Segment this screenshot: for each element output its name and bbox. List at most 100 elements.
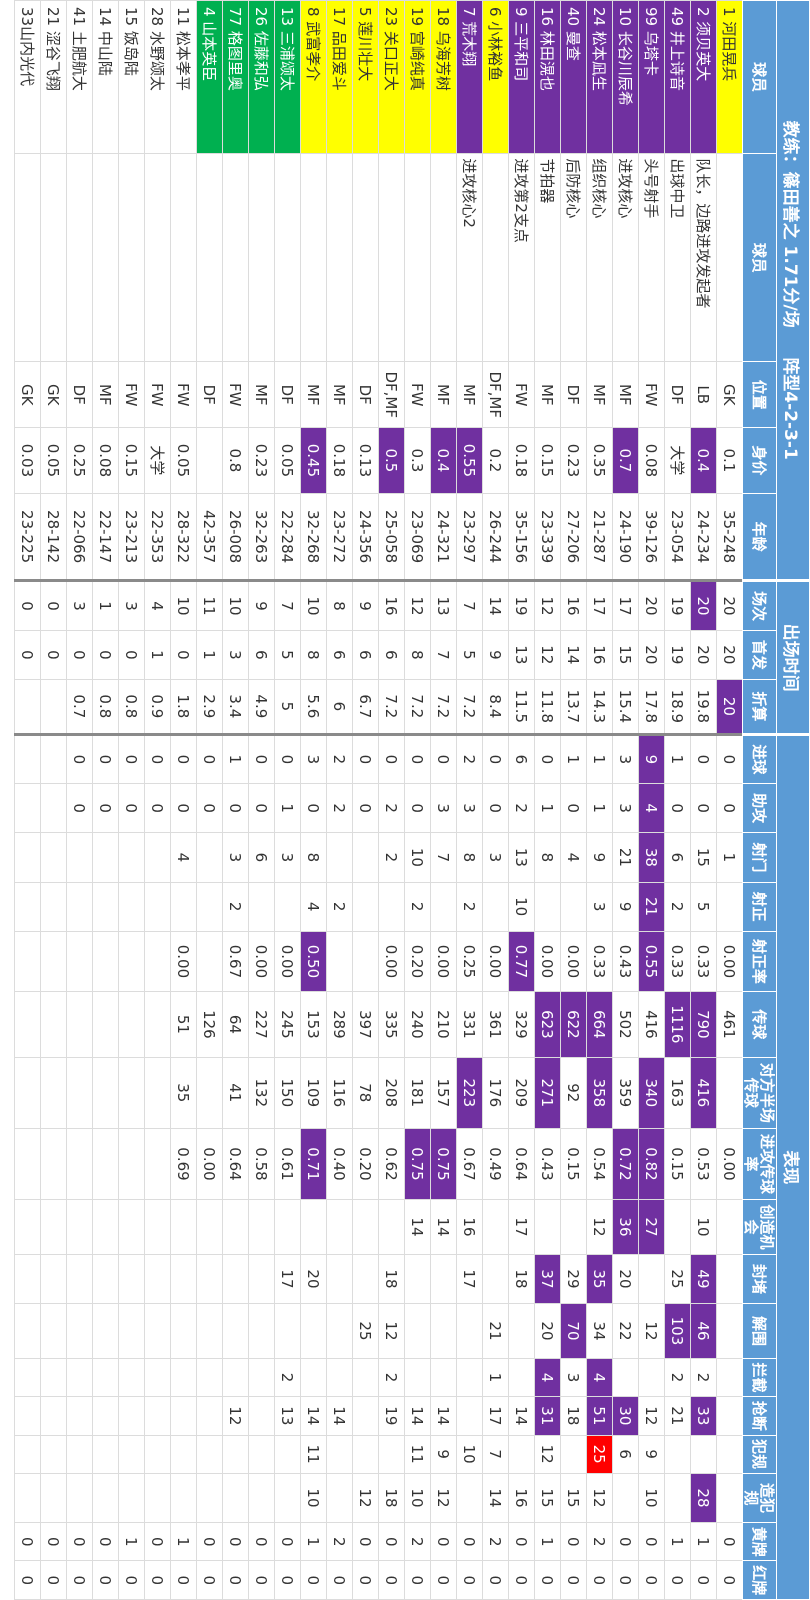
column-header: 年龄 [742, 493, 777, 581]
stat-cell: 10 [404, 1473, 431, 1523]
stat-cell: 0 [534, 1560, 561, 1600]
stat-cell: 16 [456, 1199, 483, 1255]
stat-cell [326, 1254, 353, 1304]
player-role-cell [222, 153, 249, 362]
stat-cell: 16 [586, 630, 613, 680]
player-row: 15 饭岛陆 FW 0.15 23-213 3 0 0.8 0 0 1 0 [118, 0, 145, 1600]
column-header: 位置 [742, 361, 777, 428]
stat-cell: 2 [664, 882, 691, 932]
stat-cell: 0.15 [534, 427, 561, 494]
stat-cell: 240 [404, 991, 431, 1058]
stat-cell: 21 [612, 832, 639, 883]
stat-cell: 0 [716, 783, 743, 833]
stat-cell [248, 1435, 275, 1474]
stat-cell [274, 1473, 301, 1523]
player-role-cell [716, 153, 743, 362]
stat-cell [14, 1199, 41, 1255]
stat-cell: 0 [144, 734, 171, 784]
stat-cell: 7 [456, 580, 483, 631]
stat-cell [118, 832, 145, 883]
stat-cell [248, 1396, 275, 1435]
stat-cell: 18 [508, 1254, 535, 1304]
stat-cell: 20 [690, 580, 717, 631]
stat-cell: 23-054 [664, 493, 691, 581]
stat-cell: 3 [222, 630, 249, 680]
stat-cell: 3 [118, 580, 145, 631]
stat-cell: 46 [690, 1303, 717, 1359]
stat-cell [92, 931, 119, 992]
stat-cell: 209 [508, 1057, 535, 1129]
stat-cell: 12 [534, 630, 561, 680]
stat-cell [92, 1303, 119, 1359]
stat-cell: 0.5 [378, 427, 405, 494]
player-role-cell [196, 153, 223, 362]
stat-cell: 0.00 [716, 1128, 743, 1200]
stat-cell [144, 1128, 171, 1200]
player-row: 40 曼查 后防核心 DF 0.23 27-206 16 14 13.7 1 0 4 0.00 622 9… [560, 0, 587, 1600]
stat-cell: 2 [586, 1522, 613, 1561]
stat-cell: 9 [482, 630, 509, 680]
stat-cell [508, 1358, 535, 1397]
player-row: 5 莲川壮大 DF 0.13 24-356 9 6 6.7 0 0 397 78 0.20 25 12 0 0 [352, 0, 379, 1600]
stat-cell [196, 1199, 223, 1255]
stat-cell: 0 [222, 1560, 249, 1600]
stat-cell: 0 [66, 1522, 93, 1561]
player-name-cell: 40 曼查 [560, 0, 587, 154]
stat-cell: 0.00 [196, 1128, 223, 1200]
stat-cell: 103 [664, 1303, 691, 1359]
stat-cell [40, 1303, 67, 1359]
stat-cell [170, 1303, 197, 1359]
stat-cell: 24-234 [690, 493, 717, 581]
stat-cell [144, 1358, 171, 1397]
stat-cell: 17 [274, 1254, 301, 1304]
stat-cell [456, 1396, 483, 1435]
stat-cell [14, 931, 41, 992]
stat-cell [14, 1358, 41, 1397]
stat-cell: 22-284 [274, 493, 301, 581]
stat-cell: 1 [144, 630, 171, 680]
player-name-cell: 33山内光代 [14, 0, 41, 154]
stat-cell [118, 1396, 145, 1435]
stat-cell: 0.00 [482, 931, 509, 992]
stat-cell: 17 [586, 580, 613, 631]
stat-cell: DF,MF [482, 361, 509, 428]
stat-cell: 0 [144, 1522, 171, 1561]
stat-cell: 35 [586, 1254, 613, 1304]
stat-cell [14, 1254, 41, 1304]
stat-cell: 12 [586, 1199, 613, 1255]
stat-cell [170, 1358, 197, 1397]
stat-cell: 0 [430, 1560, 457, 1600]
stat-cell: 11.8 [534, 679, 561, 735]
stat-cell: 109 [300, 1057, 327, 1129]
stat-cell: 8 [456, 832, 483, 883]
stat-cell: 0.9 [144, 679, 171, 735]
stat-cell: 20 [690, 630, 717, 680]
stat-cell: 0.7 [66, 679, 93, 735]
player-row: 24 松本凪生 组织核心 MF 0.35 21-287 17 16 14.3 1 1 9 3 0.33 6… [586, 0, 613, 1600]
stat-cell: 12 [534, 580, 561, 631]
stat-cell: 0 [222, 1522, 249, 1561]
stat-cell [66, 1396, 93, 1435]
stat-cell: 9 [248, 580, 275, 631]
stat-cell [144, 1473, 171, 1523]
stat-cell [404, 1358, 431, 1397]
stat-cell: 461 [716, 991, 743, 1058]
stat-cell [14, 783, 41, 833]
stat-cell: 78 [352, 1057, 379, 1129]
player-name-cell: 5 莲川壮大 [352, 0, 379, 154]
stat-cell [14, 1303, 41, 1359]
stat-cell [196, 931, 223, 992]
stat-cell: 0 [144, 1560, 171, 1600]
stat-cell: 0.75 [404, 1128, 431, 1200]
stat-cell: 7 [274, 580, 301, 631]
stat-cell: 9 [430, 1435, 457, 1474]
stat-cell: FW [404, 361, 431, 428]
stat-cell: 92 [560, 1057, 587, 1129]
stat-cell [118, 1303, 145, 1359]
stat-cell: 0.35 [586, 427, 613, 494]
player-name-cell: 26 佐藤和弘 [248, 0, 275, 154]
stat-cell [352, 1358, 379, 1397]
stat-cell [378, 1435, 405, 1474]
stat-cell: 14 [430, 1396, 457, 1435]
stat-cell: 0 [404, 734, 431, 784]
